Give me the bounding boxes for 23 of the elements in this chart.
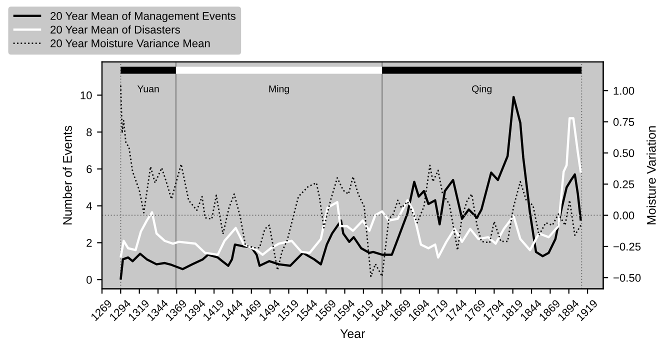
y2-tick-label: −0.25 (614, 242, 641, 251)
y2-tick-label: −0.50 (614, 274, 641, 282)
y-tick-label: 8 (86, 128, 92, 136)
y2-tick-label: 0.25 (613, 180, 634, 188)
y2-tick-label: 1.00 (614, 86, 634, 95)
y2-axis-title: Moisture Variation (646, 126, 656, 224)
y-axis-title: Number of Events (62, 126, 72, 224)
y2-tick-label: 0.00 (613, 212, 634, 220)
annotation: Ming (269, 85, 289, 94)
legend-label: 20 Year Moisture Variance Mean (50, 39, 210, 48)
y2-tick-label: 0.75 (613, 118, 634, 126)
annotation: Yuan (137, 86, 159, 92)
y-tick-label: 2 (86, 238, 92, 247)
line-series (120, 117, 582, 259)
y-tick-label: 4 (86, 202, 92, 210)
y-tick-label: 10 (80, 91, 92, 100)
y-tick-label: 0 (86, 276, 92, 284)
annotation: Qing (472, 85, 492, 94)
x-axis-title: Year (340, 329, 366, 338)
legend-label: 20 Year Mean of Management Events (50, 12, 236, 22)
legend-label: 20 Year Mean of Disasters (50, 25, 180, 34)
y2-tick-label: 0.50 (613, 149, 634, 158)
y-tick-label: 6 (86, 165, 92, 174)
